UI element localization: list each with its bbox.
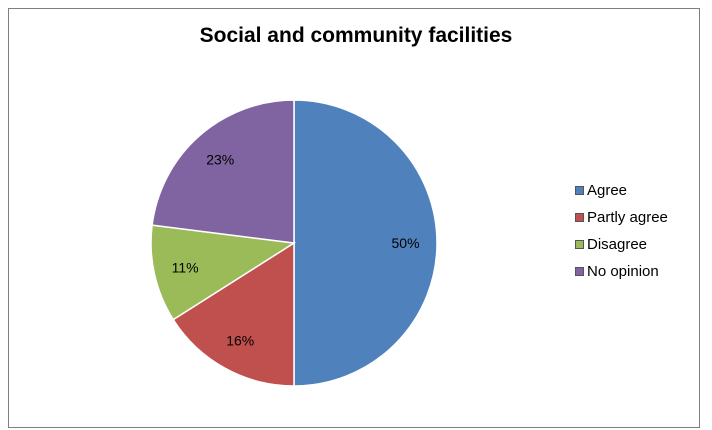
pie-label-partly-agree: 16%	[226, 333, 254, 349]
pie-slice-disagree	[150, 224, 297, 321]
legend-item-disagree: Disagree	[575, 231, 668, 258]
pie-data-labels: 50% 16% 11% 23%	[172, 151, 420, 348]
legend-swatch-agree	[575, 186, 584, 195]
legend-swatch-disagree	[575, 240, 584, 249]
pie-slices	[150, 99, 438, 387]
pie-slice-partly-agree	[172, 241, 295, 387]
legend-item-partly-agree: Partly agree	[575, 204, 668, 231]
chart-title: Social and community facilities	[199, 24, 513, 47]
legend-label-agree: Agree	[587, 182, 628, 199]
chart-legend: Agree Partly agree Disagree No opinion	[575, 177, 668, 285]
legend-item-no-opinion: No opinion	[575, 258, 668, 285]
legend-item-agree: Agree	[575, 177, 668, 204]
legend-swatch-partly-agree	[575, 213, 584, 222]
pie-label-no-opinion: 23%	[206, 151, 234, 167]
pie-label-disagree: 11%	[172, 259, 199, 275]
legend-swatch-no-opinion	[575, 267, 584, 276]
pie-label-agree: 50%	[392, 235, 420, 251]
pie-slice-agree	[293, 99, 438, 387]
legend-label-no-opinion: No opinion	[587, 263, 659, 280]
legend-label-disagree: Disagree	[587, 236, 648, 253]
pie-slice-no-opinion	[151, 99, 295, 244]
legend-label-partly-agree: Partly agree	[587, 209, 668, 226]
